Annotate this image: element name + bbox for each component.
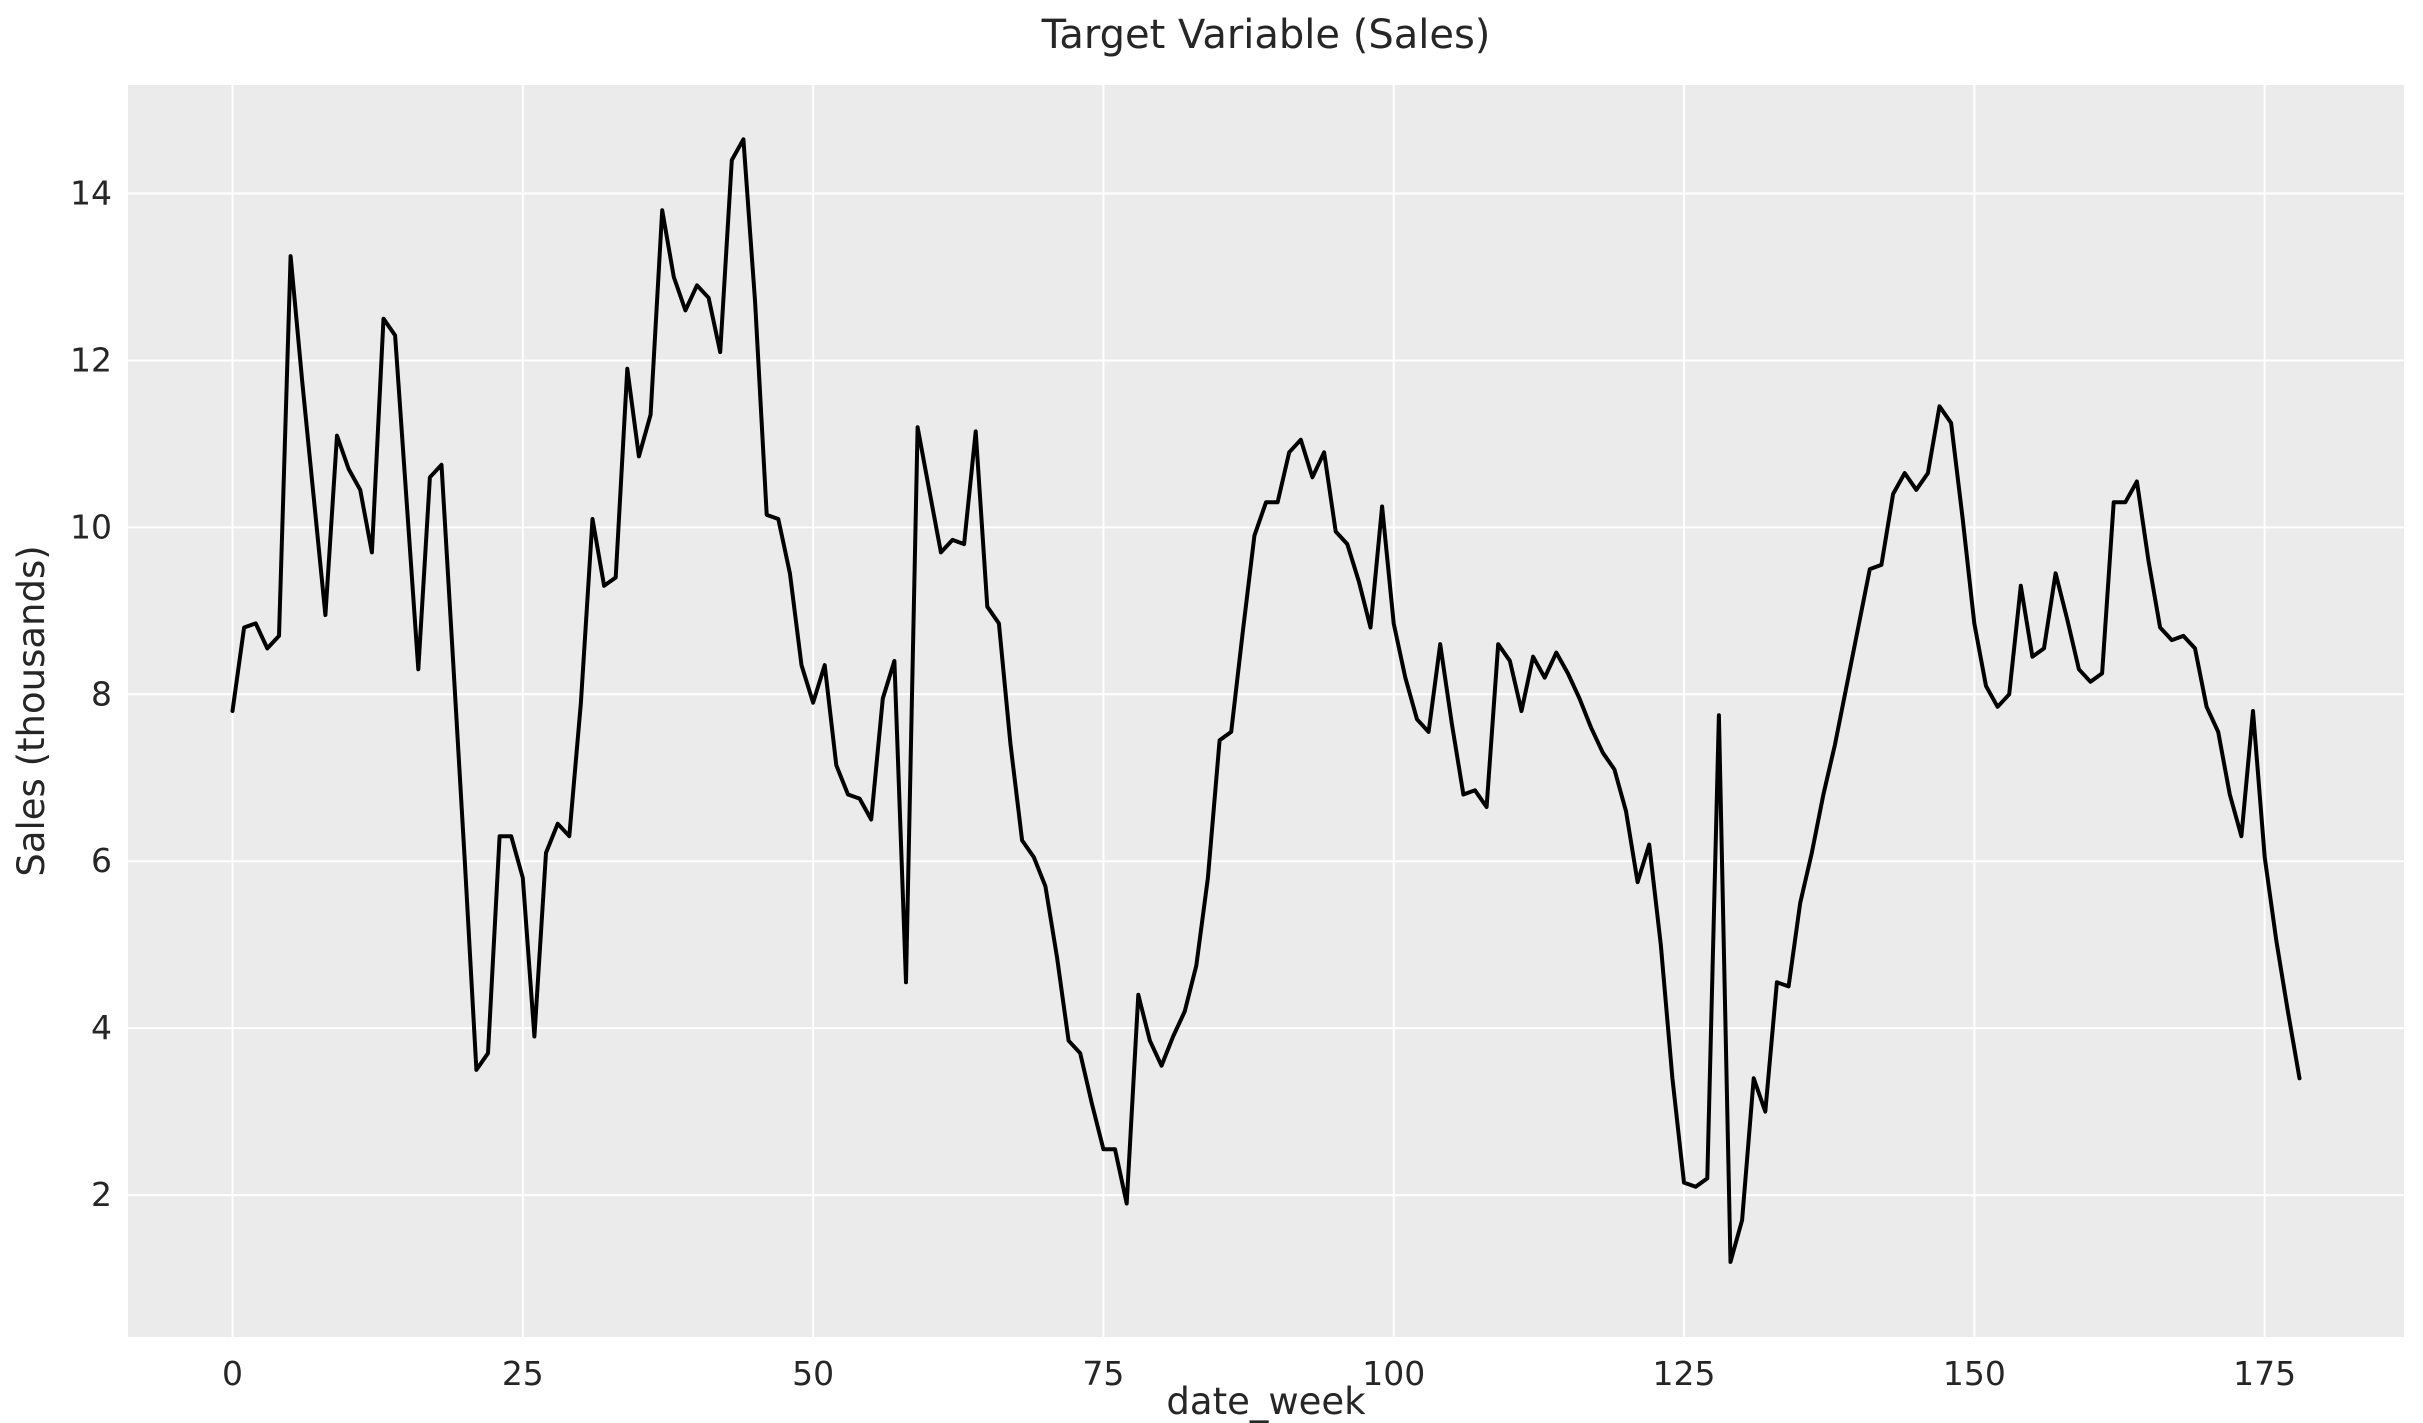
y-tick-label: 14 [70, 174, 112, 213]
series-layer [230, 137, 2302, 1264]
x-tick-label: 125 [1653, 1354, 1716, 1393]
y-tick-label: 4 [91, 1008, 112, 1047]
x-axis-label: date_week [1166, 1380, 1366, 1423]
y-tick-label: 8 [91, 674, 112, 713]
sales-series-line [230, 137, 2302, 1264]
x-tick-labels: 0 25 50 75 100 125 150 175 [222, 1354, 2296, 1393]
y-tick-label: 2 [91, 1175, 112, 1214]
x-tick-label: 0 [222, 1354, 243, 1393]
chart-title: Target Variable (Sales) [1041, 12, 1491, 58]
y-tick-label: 12 [70, 340, 112, 379]
y-tick-label: 6 [91, 841, 112, 880]
y-axis-label: Sales (thousands) [10, 545, 53, 876]
x-tick-label: 175 [2233, 1354, 2296, 1393]
x-tick-label: 50 [792, 1354, 834, 1393]
plot-area-background [128, 85, 2404, 1337]
x-tick-label: 150 [1943, 1354, 2006, 1393]
x-tick-label: 25 [502, 1354, 544, 1393]
x-tick-label: 100 [1362, 1354, 1425, 1393]
y-tick-label: 10 [70, 507, 112, 546]
gridlines [128, 85, 2404, 1337]
y-tick-labels: 2 4 6 8 10 12 14 [70, 174, 112, 1215]
x-tick-label: 75 [1082, 1354, 1124, 1393]
